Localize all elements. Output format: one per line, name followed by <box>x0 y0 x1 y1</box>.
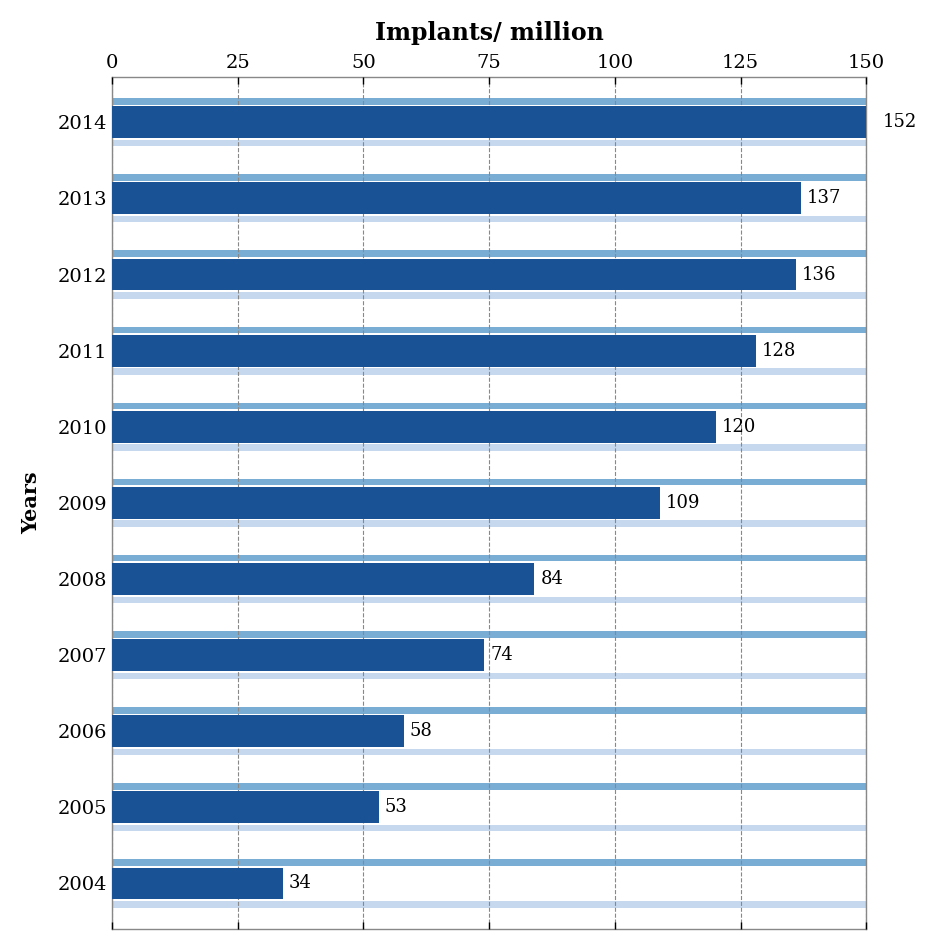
Bar <box>112 174 866 180</box>
Bar <box>112 182 800 215</box>
Text: 84: 84 <box>540 570 563 588</box>
Bar <box>112 631 866 637</box>
Bar <box>112 749 866 755</box>
Bar <box>112 867 283 900</box>
Bar <box>112 410 715 443</box>
Text: 58: 58 <box>409 722 432 740</box>
Bar <box>112 216 866 222</box>
Bar <box>112 707 866 713</box>
Bar <box>112 258 796 291</box>
Bar <box>112 639 484 671</box>
Bar <box>112 563 534 595</box>
X-axis label: Implants/ million: Implants/ million <box>374 21 603 45</box>
Text: 74: 74 <box>490 646 512 664</box>
Bar <box>112 791 378 824</box>
Bar <box>112 825 866 831</box>
Bar <box>112 98 866 104</box>
Bar <box>112 487 660 519</box>
Bar <box>112 445 866 451</box>
Bar <box>112 673 866 679</box>
Bar <box>112 251 866 256</box>
Bar <box>112 292 866 298</box>
Text: 109: 109 <box>665 494 700 512</box>
Bar <box>112 369 866 374</box>
Bar <box>112 860 866 866</box>
Bar <box>112 403 866 409</box>
Bar <box>112 901 866 907</box>
Text: 136: 136 <box>801 265 836 283</box>
Bar <box>112 555 866 561</box>
Bar <box>112 715 403 747</box>
Bar <box>112 783 866 789</box>
Bar <box>112 597 866 603</box>
Bar <box>112 334 755 367</box>
Text: 53: 53 <box>384 798 407 816</box>
Bar <box>112 106 875 138</box>
Text: 128: 128 <box>761 342 796 360</box>
Bar <box>112 521 866 527</box>
Text: 34: 34 <box>288 875 312 892</box>
Text: 137: 137 <box>806 189 841 207</box>
Bar <box>112 479 866 485</box>
Bar <box>112 327 866 333</box>
Text: 120: 120 <box>721 418 755 436</box>
Bar <box>112 140 866 146</box>
Text: 152: 152 <box>882 113 915 131</box>
Y-axis label: Years: Years <box>21 471 41 534</box>
